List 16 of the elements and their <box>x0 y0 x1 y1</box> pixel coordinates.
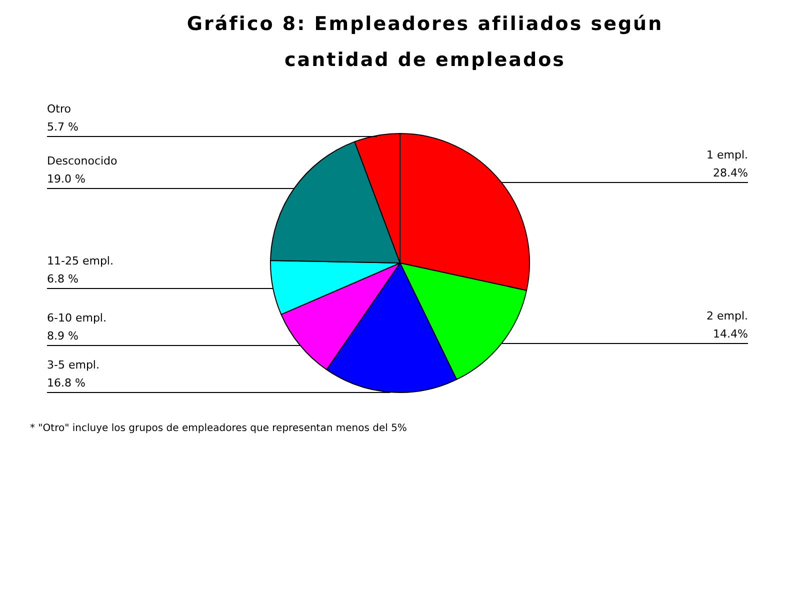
slice-label: 3-5 empl. <box>47 358 100 372</box>
chart-title: Gráfico 8: Empleadores afiliados según cantidad de empleados <box>186 12 664 73</box>
slice-label: 2 empl. <box>706 310 748 322</box>
slice-label: 1 empl. <box>706 148 748 162</box>
data-label: 14.4% <box>713 328 748 340</box>
data-label: 8.9 % <box>47 330 78 342</box>
slice-label: 6-10 empl. <box>47 312 106 324</box>
slice-label: 11-25 empl. <box>47 254 114 268</box>
data-label: 28.4% <box>713 166 748 180</box>
data-label: 5.7 % <box>47 120 78 134</box>
text: * "Otro" incluye los grupos de empleadores que representan menos del 5% <box>30 423 407 434</box>
data-label: 16.8 % <box>47 376 86 390</box>
data-label: 6.8 % <box>47 272 78 286</box>
slice-label: Otro <box>47 102 72 116</box>
data-label: 19.0 % <box>47 172 86 186</box>
slice-label: Desconocido <box>47 154 118 168</box>
